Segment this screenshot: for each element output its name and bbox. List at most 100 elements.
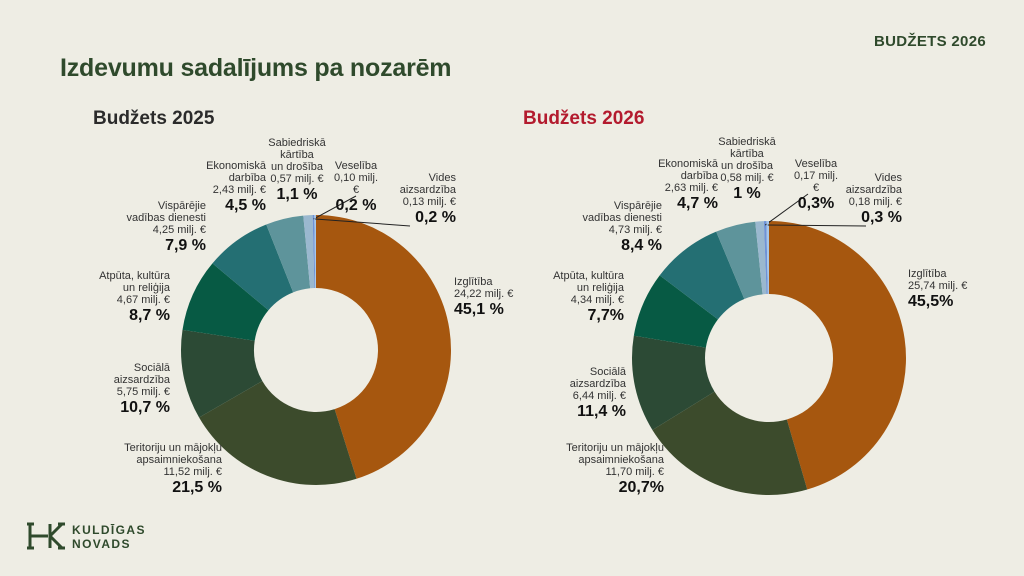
slice-name: Teritoriju un mājokļu apsaimniekošana bbox=[124, 442, 222, 466]
slice-label-ekonomiska: Ekonomiskā darbība 2,63 milj. €4,7 % bbox=[648, 158, 718, 214]
slice-amount: 0,13 milj. € bbox=[402, 196, 456, 208]
donut-slice-visparejie bbox=[659, 231, 745, 320]
slice-percent: 11,4 % bbox=[577, 403, 626, 420]
slice-label-teritoriju: Teritoriju un mājokļu apsaimniekošana 11,… bbox=[106, 442, 222, 498]
slice-name: Sabiedriskā kārtība un drošība bbox=[718, 136, 776, 172]
slice-name: Atpūta, kultūra un reliģija bbox=[553, 270, 624, 294]
leader-line-vides bbox=[767, 224, 867, 227]
slice-percent: 20,7% bbox=[618, 479, 664, 496]
slice-amount: 11,70 milj. € bbox=[605, 466, 665, 478]
slice-label-vides: Vides aizsardzība 0,13 milj. €0,2 % bbox=[394, 172, 456, 228]
slice-amount: 2,63 milj. € bbox=[664, 182, 718, 194]
logo-text: KULDĪGAS NOVADS bbox=[72, 523, 146, 551]
slice-name: Ekonomiskā darbība bbox=[206, 160, 266, 184]
slice-label-vides: Vides aizsardzība 0,18 milj. €0,3 % bbox=[840, 172, 902, 228]
donut-slice-veseliba bbox=[312, 215, 316, 289]
slice-percent: 45,5% bbox=[908, 293, 954, 310]
slice-percent: 1,1 % bbox=[276, 186, 318, 203]
slice-amount: 11,52 milj. € bbox=[163, 466, 223, 478]
slice-amount: 0,57 milj. € bbox=[270, 173, 324, 185]
kuldiga-logo-icon bbox=[27, 522, 65, 550]
slice-name: Vides aizsardzība bbox=[399, 172, 456, 196]
donut-slice-sabiedriska bbox=[755, 221, 767, 295]
slice-percent: 4,7 % bbox=[677, 195, 718, 212]
slice-percent: 0,2 % bbox=[415, 209, 456, 226]
page-title: Izdevumu sadalījums pa nozarēm bbox=[60, 54, 452, 82]
donut-slice-ekonomiska bbox=[716, 221, 763, 299]
slice-amount: 24,22 milj. € bbox=[454, 288, 514, 300]
leader-line-vides bbox=[315, 218, 411, 227]
slice-percent: 10,7 % bbox=[120, 399, 170, 416]
chart-title-2025: Budžets 2025 bbox=[93, 108, 215, 129]
slice-percent: 7,9 % bbox=[165, 237, 206, 254]
slice-amount: 4,34 milj. € bbox=[570, 294, 624, 306]
donut-slice-izglitiba bbox=[769, 221, 907, 490]
slice-amount: 0,10 milj. € bbox=[333, 172, 379, 196]
slice-label-veseliba: Veselība 0,10 milj. €0,2 % bbox=[330, 160, 382, 216]
slice-label-izglitiba: Izglītība 25,74 milj. €45,5% bbox=[908, 268, 967, 312]
slice-label-sabiedriska: Sabiedriskā kārtība un drošība 0,58 milj.… bbox=[712, 136, 782, 204]
slice-name: Ekonomiskā darbība bbox=[658, 158, 718, 182]
slice-label-visparejie: Vispārējie vadības dienesti 4,73 milj. €8… bbox=[560, 200, 663, 256]
leader-line-veseliba bbox=[313, 195, 357, 220]
slice-percent: 8,4 % bbox=[621, 237, 662, 254]
slice-name: Sociālā aizsardzība bbox=[569, 366, 626, 390]
slice-amount: 0,58 milj. € bbox=[720, 172, 774, 184]
slice-percent: 21,5 % bbox=[172, 479, 222, 496]
donut-slice-vides bbox=[766, 221, 769, 295]
slice-label-sociala: Sociālā aizsardzība 5,75 milj. €10,7 % bbox=[110, 362, 170, 418]
chart-title-2026: Budžets 2026 bbox=[523, 108, 645, 129]
slice-name: Teritoriju un mājokļu apsaimniekošana bbox=[566, 442, 664, 466]
slice-label-teritoriju: Teritoriju un mājokļu apsaimniekošana 11,… bbox=[548, 442, 664, 498]
donut-slice-izglitiba bbox=[316, 215, 451, 479]
slice-name: Izglītība bbox=[454, 276, 493, 288]
donut-slice-teritoriju bbox=[199, 381, 357, 485]
slice-percent: 45,1 % bbox=[454, 301, 504, 318]
slice-percent: 1 % bbox=[733, 185, 761, 202]
donut-slice-sabiedriska bbox=[303, 215, 315, 289]
donut-slice-teritoriju bbox=[652, 391, 808, 495]
leader-line-veseliba bbox=[764, 193, 809, 226]
slice-amount: 6,44 milj. € bbox=[572, 390, 626, 402]
slice-amount: 25,74 milj. € bbox=[908, 280, 968, 292]
slice-amount: 4,25 milj. € bbox=[152, 224, 206, 236]
donut-slice-ekonomiska bbox=[266, 215, 311, 293]
donut-slice-sociala bbox=[181, 329, 263, 418]
slice-name: Veselība bbox=[334, 160, 378, 172]
slice-percent: 0,3% bbox=[797, 195, 835, 212]
budget-year-label: BUDŽETS 2026 bbox=[874, 33, 986, 50]
slice-label-sabiedriska: Sabiedriskā kārtība un drošība 0,57 milj.… bbox=[262, 137, 332, 205]
slice-amount: 0,18 milj. € bbox=[848, 196, 902, 208]
slice-percent: 0,2 % bbox=[335, 197, 377, 214]
slice-name: Sabiedriskā kārtība un drošība bbox=[268, 137, 326, 173]
slice-label-sociala: Sociālā aizsardzība 6,44 milj. €11,4 % bbox=[566, 366, 626, 422]
slice-label-izglitiba: Izglītība 24,22 milj. €45,1 % bbox=[454, 276, 513, 320]
donut-slice-atputa bbox=[182, 263, 269, 341]
slice-label-visparejie: Vispārējie vadības dienesti 4,25 milj. €7… bbox=[104, 200, 207, 256]
slice-label-ekonomiska: Ekonomiskā darbība 2,43 milj. €4,5 % bbox=[196, 160, 266, 216]
slice-amount: 4,67 milj. € bbox=[116, 294, 170, 306]
slice-name: Veselība bbox=[794, 158, 838, 170]
donut-slice-visparejie bbox=[212, 224, 294, 311]
slice-amount: 5,75 milj. € bbox=[116, 386, 170, 398]
slice-name: Vispārējie vadības dienesti bbox=[582, 200, 663, 224]
slice-name: Vides aizsardzība bbox=[845, 172, 902, 196]
donut-slice-sociala bbox=[632, 335, 715, 430]
slice-label-atputa: Atpūta, kultūra un reliģija 4,67 milj. €8… bbox=[88, 270, 170, 326]
donut-slice-vides bbox=[314, 215, 316, 289]
slice-name: Vispārējie vadības dienesti bbox=[126, 200, 207, 224]
slice-percent: 8,7 % bbox=[129, 307, 170, 324]
slice-amount: 2,43 milj. € bbox=[212, 184, 266, 196]
slice-name: Atpūta, kultūra un reliģija bbox=[99, 270, 170, 294]
donut-slice-atputa bbox=[633, 275, 718, 348]
slice-label-veseliba: Veselība 0,17 milj. €0,3% bbox=[790, 158, 842, 214]
slice-name: Izglītība bbox=[908, 268, 947, 280]
slice-name: Sociālā aizsardzība bbox=[113, 362, 170, 386]
slice-amount: 4,73 milj. € bbox=[608, 224, 662, 236]
slice-percent: 4,5 % bbox=[225, 197, 266, 214]
donut-slice-veseliba bbox=[763, 221, 768, 295]
slice-label-atputa: Atpūta, kultūra un reliģija 4,34 milj. €7… bbox=[542, 270, 624, 326]
slice-percent: 7,7% bbox=[587, 307, 624, 324]
